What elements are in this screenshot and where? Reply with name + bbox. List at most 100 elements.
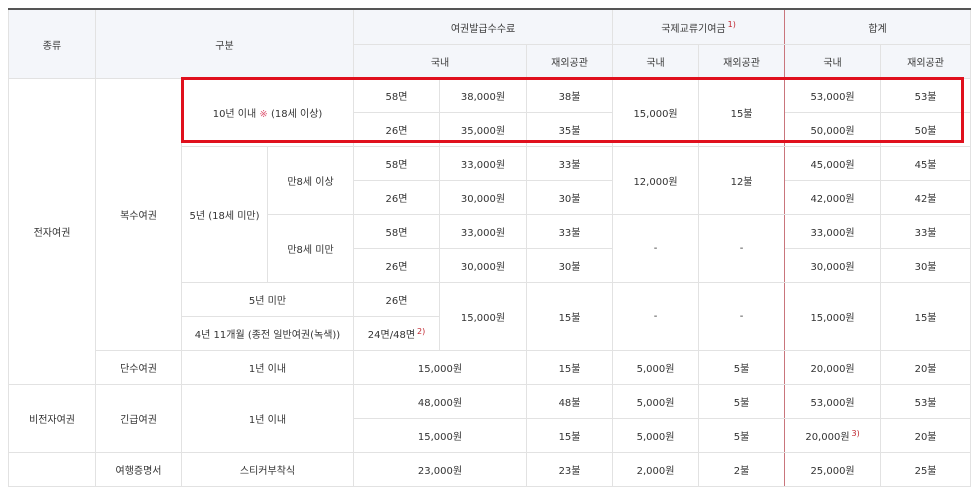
table-row: 여행증명서 스티커부착식 23,000원 23불 2,000원 2불 25,00… (8, 452, 972, 487)
header-fee-overseas: 재외공관 (526, 44, 614, 79)
label-one-year: 1년 이내 (180, 350, 355, 385)
pages-cell: 58면 (353, 214, 441, 249)
header-intl-fund: 국제교류기여금 1) (612, 8, 786, 45)
fund-cell: 5,000원 (612, 418, 700, 453)
fee-overseas-cell: 35불 (526, 112, 614, 147)
empty-type-cell (8, 452, 96, 487)
table-row: 5년 (18세 미만) 만8세 이상 58면 33,000원 33불 12,00… (9, 146, 972, 283)
header-total-domestic: 국내 (784, 44, 882, 79)
label-one-year: 1년 이내 (180, 384, 355, 453)
fee-cell: 30,000원 (439, 180, 528, 215)
fee-overseas-cell: 15불 (526, 350, 614, 385)
fund-overseas-cell: - (698, 282, 786, 351)
fund-overseas-cell: 5불 (698, 418, 786, 453)
fund-cell: 5,000원 (612, 350, 700, 385)
total-overseas-cell: 20불 (880, 350, 972, 385)
fund-overseas-cell: 12불 (698, 146, 786, 215)
total-overseas-cell: 53불 (880, 384, 972, 419)
fee-cell: 15,000원 (353, 418, 528, 453)
total-cell: 53,000원 (784, 78, 882, 113)
total-overseas-cell: 45불 (880, 146, 972, 181)
fee-overseas-cell: 33불 (526, 214, 614, 249)
ten-year-age: (18세 이상) (270, 109, 323, 120)
fund-cell: 12,000원 (612, 146, 700, 215)
label-sticker: 스티커부착식 (180, 452, 355, 487)
group-single: 단수여권 (95, 350, 182, 385)
fee-overseas-cell: 15불 (526, 418, 614, 453)
pages-cell: 26면 (353, 248, 441, 283)
label-five-year: 5년 (18세 미만) (181, 146, 268, 283)
label-age8-under: 만8세 미만 (266, 214, 355, 283)
header-row-2: 국내 재외공관 국내 재외공관 국내 재외공관 (9, 44, 972, 79)
fund-cell: 15,000원 (612, 78, 700, 147)
header-fund-overseas: 재외공관 (698, 44, 786, 79)
total-overseas-cell: 30불 (880, 248, 972, 283)
fee-overseas-cell: 15불 (526, 282, 614, 351)
group-travel-cert: 여행증명서 (95, 452, 182, 487)
fund-cell: - (612, 282, 700, 351)
fee-overseas-cell: 30불 (526, 248, 614, 283)
total-overseas-cell: 20불 (880, 418, 972, 453)
total-cell: 33,000원 (784, 214, 882, 249)
fund-cell: - (612, 214, 700, 283)
fund-overseas-cell: 2불 (698, 452, 786, 487)
fee-cell: 30,000원 (439, 248, 528, 283)
fee-cell: 35,000원 (439, 112, 528, 147)
total-cell: 20,000원 (784, 350, 882, 385)
fee-overseas-cell: 48불 (526, 384, 614, 419)
pages-cell: 26면 (353, 282, 441, 317)
footnote-3: 3) (851, 428, 860, 438)
pages-cell: 58면 (353, 78, 441, 113)
header-fund-domestic: 국내 (612, 44, 700, 79)
fee-cell: 33,000원 (439, 146, 528, 181)
footnote-1: 1) (727, 20, 736, 30)
footnote-2: 2) (417, 326, 426, 336)
fund-cell: 5,000원 (612, 384, 700, 419)
table-row: 전자여권 복수여권 10년 이내 ※ (18세 이상) 58면 38,000원 … (8, 78, 972, 385)
total-value: 20,000원 (805, 432, 850, 443)
fund-overseas-cell: - (698, 214, 786, 283)
label-under5: 5년 미만 (180, 282, 355, 317)
header-issuance-fee: 여권발급수수료 (353, 8, 614, 45)
table-row: 비전자여권 긴급여권 1년 이내 48,000원 48불 5,000원 5불 5… (8, 384, 972, 453)
fee-overseas-cell: 23불 (526, 452, 614, 487)
total-cell: 53,000원 (784, 384, 882, 419)
label-age8-over: 만8세 이상 (266, 146, 355, 215)
fee-cell: 38,000원 (439, 78, 528, 113)
pages-cell: 58면 (353, 146, 441, 181)
total-cell: 42,000원 (784, 180, 882, 215)
total-cell: 20,000원 3) (784, 418, 882, 453)
fee-overseas-cell: 30불 (526, 180, 614, 215)
fund-overseas-cell: 5불 (698, 384, 786, 419)
fee-cell: 15,000원 (353, 350, 528, 385)
ten-year-text: 10년 이내 (212, 109, 257, 120)
total-cell: 25,000원 (784, 452, 882, 487)
group-electronic: 전자여권 (8, 78, 96, 385)
group-multiple: 복수여권 (95, 78, 182, 351)
total-overseas-cell: 33불 (880, 214, 972, 249)
total-cell: 45,000원 (784, 146, 882, 181)
total-overseas-cell: 42불 (880, 180, 972, 215)
table-row: 26면 30,000원 30불 42,000원 42불 (9, 180, 972, 215)
table-row: 단수여권 1년 이내 15,000원 15불 5,000원 5불 20,000원… (9, 350, 972, 385)
total-overseas-cell: 53불 (880, 78, 972, 113)
total-cell: 50,000원 (784, 112, 882, 147)
header-total-overseas: 재외공관 (880, 44, 972, 79)
total-overseas-cell: 15불 (880, 282, 972, 351)
table-row: 만8세 미만 58면 33,000원 33불 - - 33,000원 33불 (9, 214, 972, 283)
pages-cell: 26면 (353, 112, 441, 147)
fee-overseas-cell: 33불 (526, 146, 614, 181)
fund-overseas-cell: 5불 (698, 350, 786, 385)
header-total: 합계 (784, 8, 972, 45)
fee-cell: 33,000원 (439, 214, 528, 249)
fee-overseas-cell: 38불 (526, 78, 614, 113)
fund-overseas-cell: 15불 (698, 78, 786, 147)
fee-cell: 23,000원 (353, 452, 528, 487)
pages-value: 24면/48면 (367, 330, 416, 341)
total-overseas-cell: 25불 (880, 452, 972, 487)
total-cell: 15,000원 (784, 282, 882, 351)
note-star: ※ (259, 109, 268, 120)
table-row: 4년 11개월 (종전 일반여권(녹색)) 24면/48면 2) (9, 316, 971, 351)
header-intl-fund-label: 국제교류기여금 (661, 23, 726, 35)
